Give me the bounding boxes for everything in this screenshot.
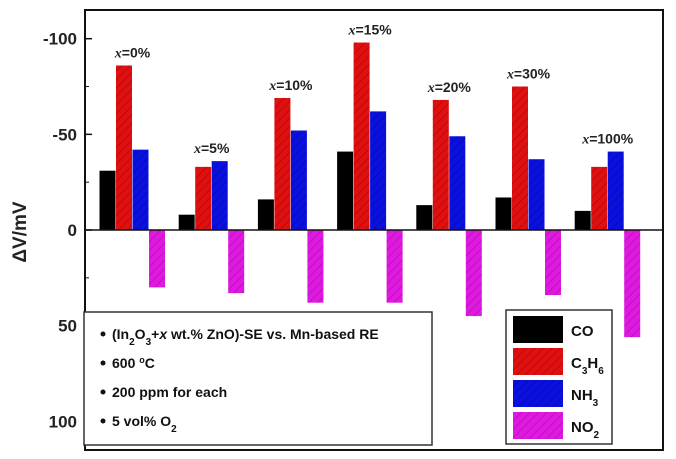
annotation-box: (In2O3+x wt.% ZnO)-SE vs. Mn-based RE 60… [83,311,433,446]
bar-co [337,151,354,230]
bar-c3h6 [116,65,132,230]
bar-co [416,205,433,230]
bar-co [574,210,591,230]
bar-no2 [545,230,561,296]
bar-nh3 [290,130,307,230]
y-axis-label: ΔV/mV [10,201,31,263]
y-tick-label: 50 [58,317,77,336]
bars-layer [99,42,641,338]
bar-c3h6 [353,42,370,230]
annotation-line-2: 600 oC [112,355,155,371]
bar-no2 [149,230,165,288]
bar-c3h6 [591,166,608,230]
bar-co [495,197,512,230]
group-label: x=100% [581,131,634,148]
legend-label-co: CO [571,323,594,340]
bar-c3h6 [512,86,528,231]
legend-swatch-c3h6 [513,348,563,375]
bar-nh3 [607,151,624,230]
legend-label-nh3: NH3 [571,387,599,409]
group-label: x=0% [114,44,151,61]
bar-co [178,214,195,230]
bar-nh3 [528,159,545,230]
bar-c3h6 [274,98,291,230]
legend-swatch-co [513,316,563,343]
group-label: x=30% [506,66,551,83]
bar-co [99,170,116,230]
bar-no2 [465,230,482,317]
group-label: x=15% [347,22,392,39]
group-label: x=20% [427,79,472,96]
legend-swatch-nh3 [513,380,563,407]
bullet-icon [100,360,106,366]
bar-nh3 [132,149,149,230]
bullet-icon [100,331,106,337]
bar-nh3 [370,111,387,230]
legend-swatch-no2 [513,412,563,439]
group-labels-layer: x=0% x=5% x=10% x=15% x=20% x=30% x=100% [114,22,634,158]
group-label: x=10% [268,77,313,94]
legend-label-no2: NO2 [571,419,600,441]
y-tick-label: -100 [43,30,77,49]
legend: CO C3H6 NH3 NO2 [505,309,613,445]
bar-co [257,199,274,230]
bar-nh3 [211,161,228,230]
bar-no2 [624,230,641,338]
y-tick-label: 100 [49,412,77,431]
group-label: x=5% [193,140,230,157]
bar-c3h6 [195,166,212,230]
bullet-icon [100,418,106,424]
y-tick-label: -50 [52,125,77,144]
bar-nh3 [449,136,466,230]
bar-no2 [386,230,403,303]
y-tick-label: 0 [68,221,77,240]
annotation-line-3: 200 ppm for each [112,384,227,400]
bar-no2 [307,230,324,303]
bullet-icon [100,389,106,395]
legend-label-c3h6: C3H6 [571,355,604,377]
y-axis: -100 -50 0 50 100 [43,30,92,431]
bar-no2 [228,230,245,294]
bar-c3h6 [432,99,449,230]
